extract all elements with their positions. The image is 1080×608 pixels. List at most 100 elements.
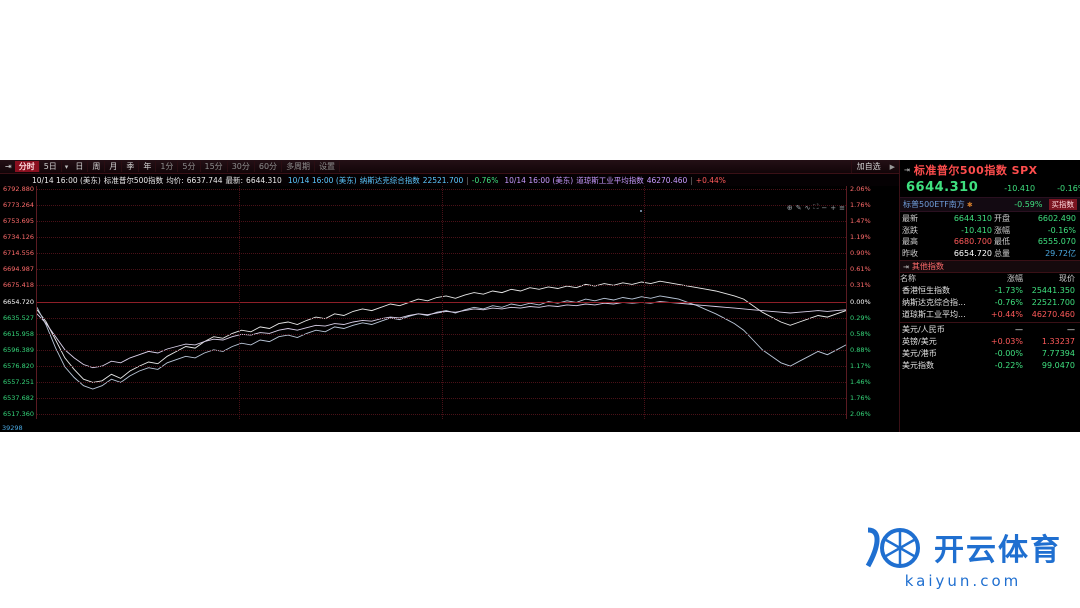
quote-field-value: 6654.720	[953, 248, 992, 258]
chevron-down-icon[interactable]: ▾	[64, 162, 69, 171]
index-name: 香港恒生指数	[902, 286, 950, 295]
y-tick-left: 6753.695	[2, 217, 34, 226]
etf-row[interactable]: 标普500ETF南方 ✱ -0.59% 买指数	[900, 197, 1080, 212]
period-tab-15min[interactable]: 15分	[201, 161, 228, 172]
index-name: 纳斯达克综合指...	[902, 298, 966, 307]
col-pct: 涨幅	[1007, 274, 1023, 283]
index-price: 22521.700	[1031, 298, 1075, 307]
magnet-icon[interactable]: ∿	[804, 203, 811, 212]
legend-pct-nasdaq: -0.76%	[471, 175, 499, 185]
market-chart-app: ⇥ 分时 5日 ▾ 日 周 月 季 年 1分 5分 15分 30分 60分 多周…	[0, 160, 1080, 432]
fullscreen-icon[interactable]: ⛶	[813, 203, 819, 211]
watermark: 开云体育 kaiyun.com	[864, 524, 1062, 590]
more-icon[interactable]: ≡	[839, 203, 845, 212]
quote-summary: 6644.310 -10.410 -0.16%	[900, 179, 1080, 197]
period-tab-1min[interactable]: 1分	[156, 161, 179, 172]
plot-area[interactable]: 6792.880 6773.264 6753.695 6734.126 6714.556…	[0, 186, 899, 433]
y-axis-left: 6792.880 6773.264 6753.695 6734.126 6714.556…	[0, 186, 36, 419]
table-row[interactable]: 英镑/美元 +0.03% 1.33237	[900, 336, 1080, 348]
table-row[interactable]: 美元指数 -0.22% 99.0470	[900, 360, 1080, 372]
pin-icon[interactable]: ⇥	[903, 262, 909, 271]
y-tick-left: 6654.720	[2, 297, 34, 306]
y-tick-left: 6537.682	[2, 393, 34, 402]
legend-item-spx: 10/14 16:00 (美东) 标准普尔500指数 均价: 6637.744 …	[32, 175, 282, 186]
y-tick-left: 6635.527	[2, 313, 34, 322]
period-tab-60min[interactable]: 60分	[255, 161, 283, 172]
legend-time-spx: 10/14 16:00 (美东)	[32, 175, 101, 185]
period-tab-quarter[interactable]: 季	[122, 161, 140, 172]
period-tab-5min[interactable]: 5分	[178, 161, 201, 172]
chart-tools[interactable]: ⊕ ✎ ∿ ⛶ − + ≡	[787, 203, 845, 212]
y-tick-right: 0.29%	[850, 313, 871, 322]
star-icon[interactable]: ✱	[966, 200, 973, 209]
price-chart[interactable]	[36, 186, 847, 419]
watermark-domain: kaiyun.com	[904, 572, 1022, 590]
period-tab-multi[interactable]: 多周期	[282, 161, 316, 172]
col-price: 现价	[1059, 274, 1075, 283]
crosshair-icon[interactable]: ⊕	[786, 203, 793, 212]
y-tick-right: 1.76%	[850, 393, 871, 402]
index-table-body: 香港恒生指数 -1.73% 25441.350 纳斯达克综合指... -0.76% 225…	[900, 285, 1080, 372]
zoom-in-icon[interactable]: +	[830, 203, 837, 212]
legend-name-dji: 道琼斯工业平均指数	[576, 175, 644, 185]
index-name: 美元/人民币	[902, 325, 945, 334]
period-tab-5day[interactable]: 5日	[40, 161, 62, 172]
instrument-name: 标准普尔500指数 SPX	[913, 164, 1038, 177]
period-toolbar: ⇥ 分时 5日 ▾ 日 周 月 季 年 1分 5分 15分 30分 60分 多周…	[0, 160, 899, 174]
pin-icon[interactable]: ⇥	[5, 161, 12, 171]
period-tab-fenshi[interactable]: 分时	[14, 161, 40, 172]
table-row[interactable]: 香港恒生指数 -1.73% 25441.350	[900, 285, 1080, 297]
gridline-v	[239, 186, 241, 419]
legend-sep-2: |	[690, 175, 693, 185]
quote-field-value: 29.72亿	[1045, 248, 1076, 258]
kaiyun-logo-icon	[865, 527, 920, 568]
quote-field-label: 开盘	[994, 214, 1010, 223]
zoom-out-icon[interactable]: −	[821, 203, 828, 212]
y-tick-right: 0.31%	[850, 281, 871, 290]
etf-label[interactable]: 标普500ETF南方	[903, 200, 965, 209]
index-price: 99.0470	[1041, 361, 1075, 370]
table-row[interactable]: 美元/港币 -0.00% 7.77394	[900, 348, 1080, 360]
period-tab-week[interactable]: 周	[88, 161, 106, 172]
price-change: -10.410	[1004, 184, 1036, 193]
period-tab-year[interactable]: 年	[139, 161, 157, 172]
index-name: 道琼斯工业平均...	[902, 310, 966, 319]
period-tab-day[interactable]: 日	[71, 161, 89, 172]
table-row[interactable]: 美元/人民币 — —	[900, 324, 1080, 336]
legend-avg-label: 均价:	[166, 175, 184, 185]
y-tick-right: 1.76%	[850, 201, 871, 210]
chevron-right-icon[interactable]: ▶	[889, 162, 895, 171]
y-tick-right: 0.90%	[850, 249, 871, 258]
pin-icon[interactable]: ⇥	[904, 166, 910, 174]
table-row[interactable]: 道琼斯工业平均... +0.44% 46270.460	[900, 309, 1080, 321]
y-tick-right: 2.06%	[850, 410, 871, 418]
legend-name-nasdaq: 纳斯达克综合指数	[359, 175, 420, 185]
watermark-brand: 开云体育	[934, 533, 1062, 568]
quote-field-label: 最低	[994, 237, 1010, 246]
quote-field-value: 6555.070	[1037, 237, 1076, 246]
legend-value-dji: 46270.460	[646, 175, 688, 185]
index-pct: —	[1015, 325, 1023, 334]
index-price: 7.77394	[1041, 349, 1075, 358]
settings-button[interactable]: 设置	[315, 161, 341, 172]
quote-fields-grid: 最新 6644.310 开盘 6602.490 涨跌 -10.410 涨幅 -0.16% 最高 6…	[900, 212, 1080, 259]
table-divider	[900, 322, 1080, 323]
quote-field-label: 最新	[902, 214, 918, 223]
pencil-icon[interactable]: ✎	[795, 203, 802, 212]
index-name: 英镑/美元	[902, 337, 937, 346]
period-tab-month[interactable]: 月	[105, 161, 123, 172]
legend-avg-value: 6637.744	[186, 175, 223, 185]
y-tick-left: 6714.556	[2, 249, 34, 258]
period-tab-30min[interactable]: 30分	[228, 161, 255, 172]
etf-pct: -0.59%	[1014, 200, 1043, 209]
legend-name-spx: 标准普尔500指数	[103, 175, 164, 185]
buy-index-button[interactable]: 买指数	[1048, 199, 1077, 210]
y-tick-left: 6596.389	[2, 345, 34, 354]
quote-field-value: 6680.700	[953, 237, 992, 246]
y-tick-right: 0.61%	[850, 265, 871, 274]
index-price: 1.33237	[1041, 337, 1075, 346]
add-watchlist-button[interactable]: 加自选	[850, 160, 886, 173]
y-tick-right: 1.46%	[850, 377, 871, 386]
table-row[interactable]: 纳斯达克综合指... -0.76% 22521.700	[900, 297, 1080, 309]
other-index-section-header[interactable]: ⇥ 其他指数	[900, 260, 1080, 273]
